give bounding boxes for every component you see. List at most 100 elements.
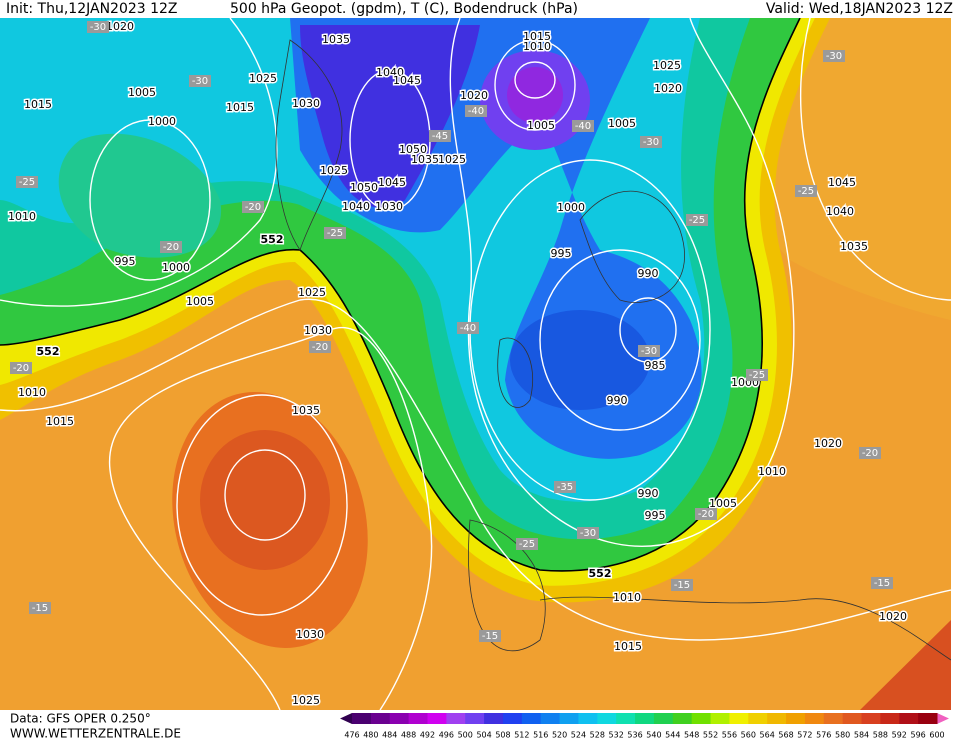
isobar-label: 990 [607, 394, 628, 407]
coastline-scandinavia [579, 190, 685, 303]
isobar-label: 985 [645, 359, 666, 372]
field-blue-core [510, 310, 650, 410]
isobar [494, 39, 576, 131]
isobar-label: 1035 [292, 404, 320, 417]
temperature-label-box [189, 75, 211, 87]
colorbar-segment [880, 713, 900, 724]
colorbar-tick-label: 508 [495, 731, 510, 740]
colorbar-segment [918, 713, 938, 724]
colorbar-tick-label: 552 [703, 731, 718, 740]
temperature-label: -45 [432, 131, 448, 142]
colorbar-segment [710, 713, 730, 724]
temperature-label-box [160, 241, 182, 253]
temperature-label-box [795, 185, 817, 197]
isobar-label: 1035 [322, 33, 350, 46]
colorbar-segment [578, 713, 598, 724]
colorbar-below [340, 713, 352, 724]
isobar-label: 1025 [320, 164, 348, 177]
isobar-label: 1015 [523, 30, 551, 43]
colorbar-segment [635, 713, 655, 724]
field-canada [58, 133, 222, 258]
temperature-label: -25 [749, 370, 765, 381]
colorbar-segment [748, 713, 768, 724]
isobar-label: 1025 [298, 286, 326, 299]
colorbar-tick-label: 536 [627, 731, 642, 740]
temperature-label: -20 [245, 202, 261, 213]
colorbar-tick-label: 524 [571, 731, 586, 740]
colorbar-tick-label: 488 [401, 731, 416, 740]
colorbar-segment [786, 713, 806, 724]
isobar-label: 1035 [411, 153, 439, 166]
isobar-label: 1010 [8, 210, 36, 223]
colorbar-segment [899, 713, 919, 724]
colorbar-segment [389, 713, 410, 724]
isobar-label: 1040 [376, 66, 404, 79]
colorbar-tick-label: 584 [854, 731, 869, 740]
colorbar-tick-label: 504 [476, 731, 491, 740]
isobar [0, 18, 278, 307]
map-labels: 1020 1035 1015 1010 1025 1040 1045 1030 1015 1005… [7, 19, 909, 709]
map-field: 1020 1035 1015 1010 1025 1040 1045 1030 1015 1005… [0, 18, 951, 710]
colorbar-segment [653, 713, 674, 724]
temperature-label-box [686, 214, 708, 226]
colorbar-segment [446, 713, 466, 724]
colorbar-tick-label: 516 [533, 731, 548, 740]
colorbar-tick-label: 560 [741, 731, 756, 740]
isobar-label: 1040 [342, 200, 370, 213]
isobar-label: 1045 [828, 176, 856, 189]
isobar-label: 1035 [840, 240, 868, 253]
colorbar-above [937, 713, 949, 724]
isobar-label: 1020 [879, 610, 907, 623]
temperature-label: -15 [482, 631, 498, 642]
field-warm-se [860, 620, 951, 710]
temperature-label-box [746, 369, 768, 381]
temperature-label: -25 [519, 539, 535, 550]
colorbar-tick-label: 492 [420, 731, 435, 740]
colorbar-segment [352, 713, 372, 724]
colorbar-segment [842, 713, 863, 724]
temperature-label: -20 [163, 242, 179, 253]
field-deep-blue [300, 25, 480, 208]
temperature-label: -30 [643, 137, 659, 148]
isobar-label: 1010 [18, 386, 46, 399]
temperature-label-box [309, 341, 331, 353]
temperature-label-box [671, 579, 693, 591]
coastline-iberia [468, 519, 546, 652]
colorbar-tick-label: 580 [835, 731, 850, 740]
colorbar-segment [767, 713, 787, 724]
isobar-label: 1015 [46, 415, 74, 428]
colorbar-tick-label: 496 [439, 731, 454, 740]
colorbar-tick-label: 544 [665, 731, 680, 740]
isobar-label: 1020 [106, 20, 134, 33]
temperature-label-box [479, 630, 501, 642]
temperature-label: -30 [192, 76, 208, 87]
temperature-label: -25 [798, 186, 814, 197]
isobar-label: 1025 [292, 694, 320, 707]
colorbar-tick-label: 600 [929, 731, 944, 740]
isobar-label: 1000 [162, 261, 190, 274]
isobar-label: 1015 [614, 640, 642, 653]
colorbar-tick-label: 484 [382, 731, 397, 740]
isobar-label: 1050 [350, 181, 378, 194]
coastline-mediterranean [539, 596, 951, 661]
isobar-label: 1030 [304, 324, 332, 337]
isobar-label: 995 [645, 509, 666, 522]
temperature-label-box [859, 447, 881, 459]
isobar-label: 1015 [24, 98, 52, 111]
isobar-label: 1005 [709, 497, 737, 510]
colorbar-segment [559, 713, 579, 724]
colorbar-segment [691, 713, 712, 724]
temperature-label-box [640, 136, 662, 148]
isobar [89, 119, 211, 281]
isobar-label: 1040 [826, 205, 854, 218]
colorbar-tick-label: 540 [646, 731, 661, 740]
colorbar-segment [427, 713, 447, 724]
temperature-label: -40 [575, 121, 591, 132]
colorbar-segment [540, 713, 561, 724]
temperature-label: -35 [557, 482, 573, 493]
temperature-label: -25 [689, 215, 705, 226]
coastline-britain [497, 337, 534, 408]
isobar-label: 1010 [758, 465, 786, 478]
temperature-label: -30 [580, 528, 596, 539]
